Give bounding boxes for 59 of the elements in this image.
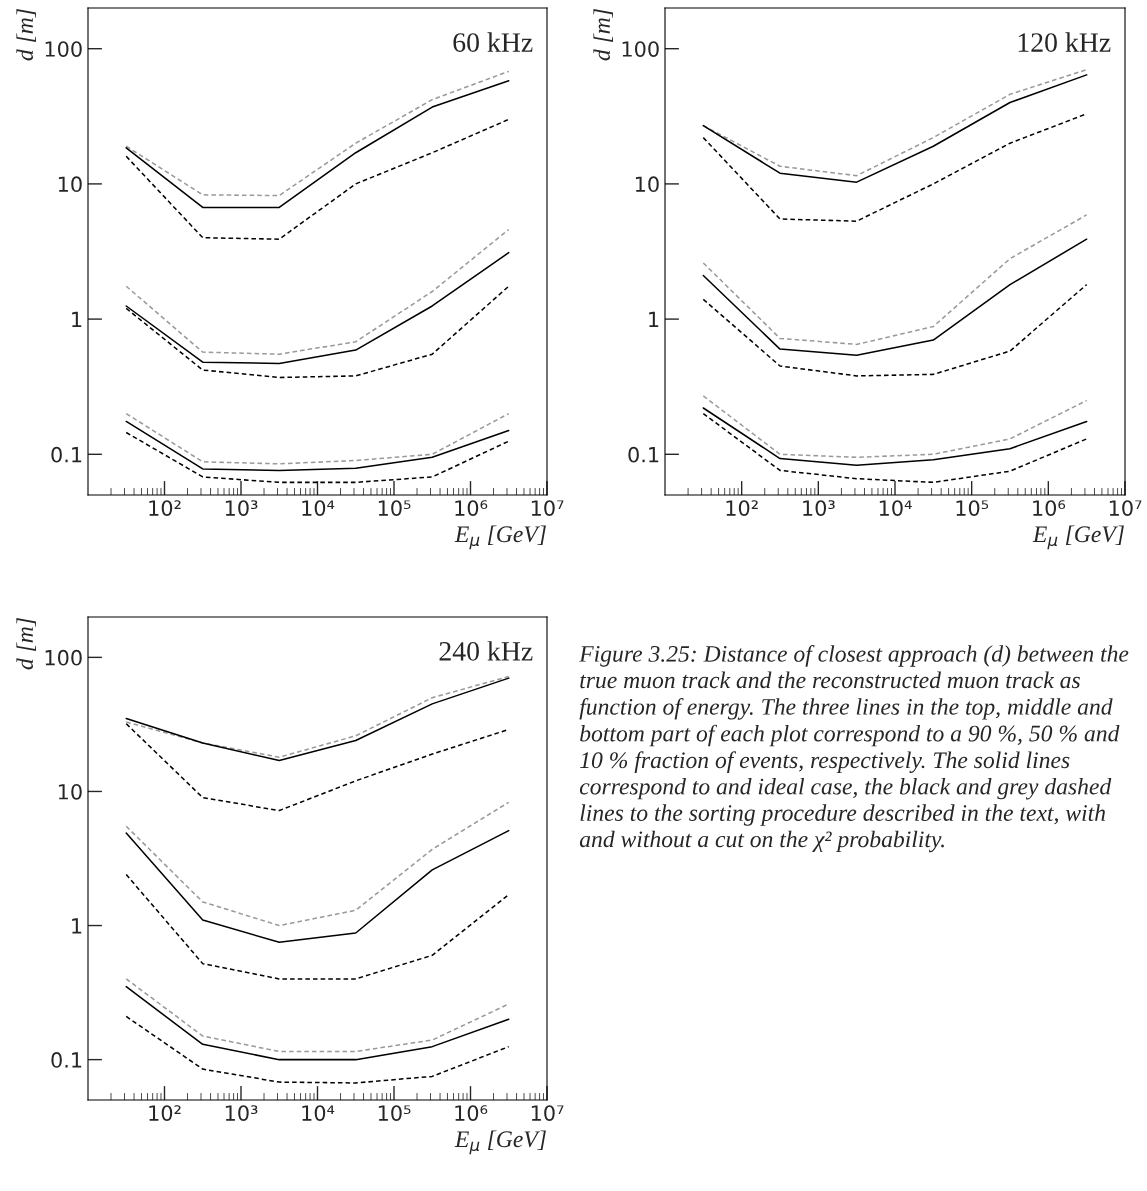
y-tick-label: 0.1	[628, 446, 659, 463]
line-series	[125, 79, 510, 209]
line-series	[702, 214, 1088, 346]
line-series	[125, 1015, 510, 1084]
y-tick-label: 100	[45, 649, 82, 666]
y-tick-label: 1	[72, 311, 82, 328]
annotation: 60 kHz	[453, 32, 533, 52]
x-tick-label: 10³	[225, 500, 258, 516]
y-tick-label: 1	[72, 918, 82, 934]
line-series	[125, 801, 510, 927]
y-tick-label: 100	[622, 41, 659, 57]
caption: Figure 3.25: Distance of closest approach (d) between the true muon track and the reconstructed muon track as function of energy. The three lines in the top, middle and bottom part of each plot correspond to a 90 %, 50 % and 10 % fraction of events, respectively. The solid lines correspond to and ideal case, the black and grey dashed lines to the sorting procedure described in the text, with and without a cut on the χ² probability.	[579, 645, 1129, 853]
y-tick-label: 1	[649, 311, 659, 328]
y-tick-label: 100	[45, 41, 82, 57]
x-tick-label: 10⁷	[531, 500, 564, 516]
line-series	[702, 407, 1088, 467]
y-tick-label: 10	[635, 176, 659, 193]
y-tick-label: 0.1	[51, 446, 82, 463]
x-axis-title: E$_{μ}$ [GeV]	[454, 525, 546, 550]
line-series	[702, 238, 1088, 357]
x-axis-title: E$_{μ}$ [GeV]	[1032, 525, 1124, 550]
x-tick-label: 10²	[149, 1105, 181, 1121]
x-tick-label: 10⁵	[378, 1105, 411, 1121]
line-series	[125, 412, 510, 465]
x-tick-label: 10⁴	[879, 500, 912, 516]
annotation: 240 kHz	[439, 641, 533, 661]
x-tick-label: 10⁵	[956, 500, 989, 516]
line-series	[125, 431, 510, 484]
x-tick-label: 10⁴	[302, 1105, 335, 1121]
y-tick-label: 10	[58, 176, 82, 193]
x-tick-label: 10⁶	[1033, 500, 1066, 516]
y-axis-title: d [m]	[16, 9, 36, 61]
annotation: 120 kHz	[1018, 32, 1111, 52]
x-tick-label: 10³	[225, 1105, 258, 1121]
line-series	[125, 70, 510, 197]
x-tick-label: 10²	[149, 500, 181, 516]
x-tick-label: 10⁴	[302, 500, 335, 516]
x-tick-label: 10⁷	[531, 1105, 564, 1121]
y-tick-label: 10	[58, 783, 82, 800]
line-series	[702, 395, 1088, 459]
x-tick-label: 10³	[803, 500, 835, 516]
x-axis-title: E$_{μ}$ [GeV]	[454, 1130, 546, 1155]
line-series	[702, 283, 1088, 377]
line-series	[125, 978, 510, 1053]
y-axis-title: d [m]	[593, 9, 613, 61]
x-tick-label: 10²	[726, 500, 758, 516]
x-tick-label: 10⁶	[455, 1105, 488, 1121]
line-series	[125, 228, 510, 355]
y-axis-title: d [m]	[16, 618, 36, 670]
line-series	[125, 829, 510, 944]
line-series	[125, 873, 510, 980]
x-tick-label: 10⁷	[1109, 500, 1142, 516]
y-tick-label: 0.1	[51, 1052, 82, 1068]
x-tick-label: 10⁵	[378, 500, 411, 516]
line-series	[125, 985, 510, 1061]
x-tick-label: 10⁶	[455, 500, 488, 516]
line-series	[702, 412, 1088, 484]
line-series	[125, 118, 510, 240]
line-series	[125, 420, 510, 472]
